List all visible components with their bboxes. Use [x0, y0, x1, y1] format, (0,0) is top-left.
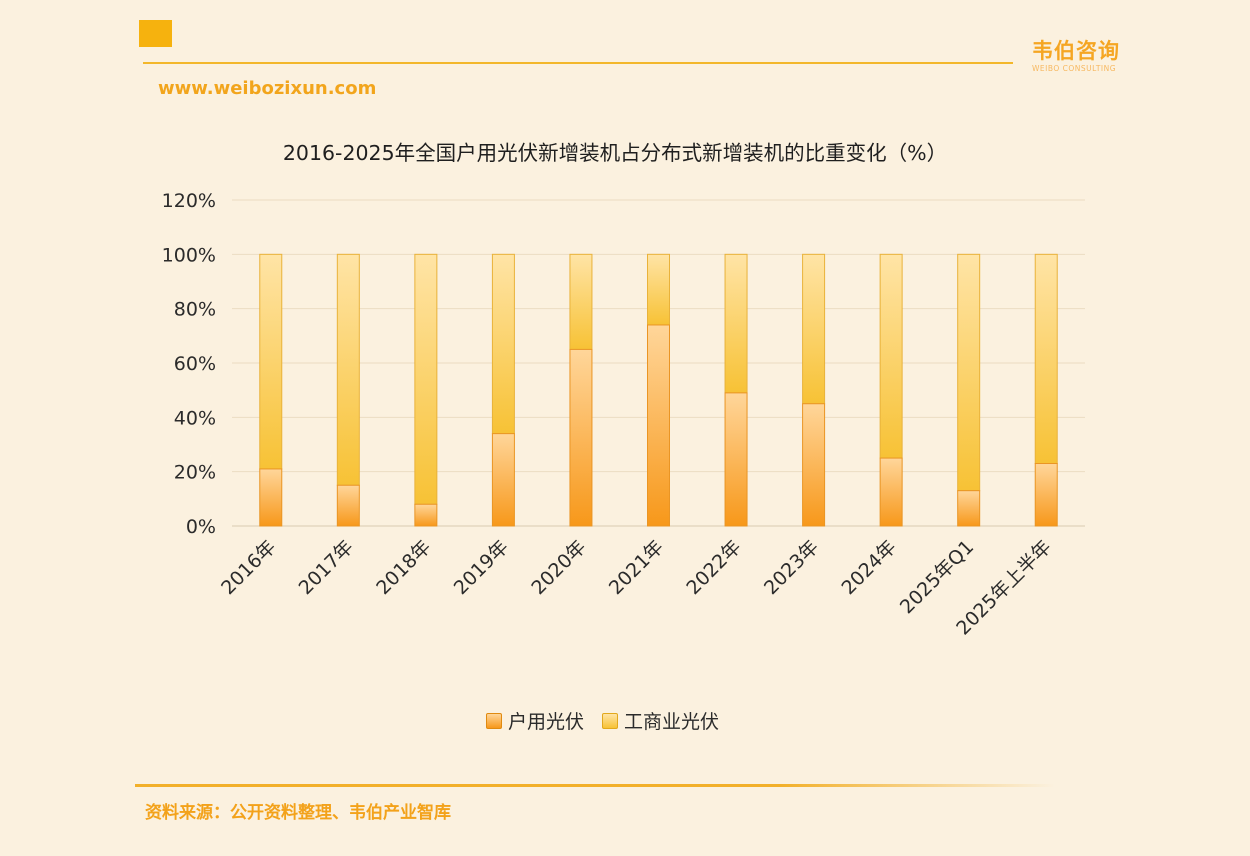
- brand-logo: 韦伯咨询 WEIBO CONSULTING: [1032, 38, 1142, 74]
- bar-commercial: [647, 253, 670, 326]
- bar-residential: [879, 457, 903, 527]
- legend-label-commercial: 工商业光伏: [624, 711, 720, 733]
- brand-name-en: WEIBO CONSULTING: [1032, 64, 1117, 73]
- bar-residential: [724, 392, 748, 527]
- x-tick-label: 2021年: [605, 536, 668, 599]
- bar-commercial: [1034, 253, 1058, 465]
- website-url: www.weibozixun.com: [158, 78, 377, 99]
- bar-residential: [491, 433, 515, 527]
- brand-corner-square: [139, 20, 172, 47]
- bar-commercial: [336, 253, 360, 486]
- bar-residential: [957, 490, 981, 527]
- x-tick-label: 2023年: [760, 536, 823, 599]
- bar-commercial: [879, 253, 903, 459]
- source-note: 资料来源：公开资料整理、韦伯产业智库: [145, 803, 451, 823]
- y-tick-label: 120%: [162, 190, 216, 212]
- bar-commercial: [802, 253, 826, 405]
- legend-label-residential: 户用光伏: [508, 711, 585, 733]
- x-tick-label: 2022年: [682, 536, 745, 599]
- bar-residential: [802, 403, 826, 527]
- bar-commercial: [569, 253, 593, 350]
- legend-item-commercial: 工商业光伏: [602, 707, 719, 734]
- bar-residential: [647, 324, 670, 527]
- legend-item-residential: 户用光伏: [486, 707, 584, 734]
- bar-residential: [336, 484, 360, 527]
- x-tick-label: 2019年: [450, 536, 513, 599]
- header-divider: [143, 62, 1013, 64]
- y-tick-label: 100%: [162, 244, 216, 266]
- bar-commercial: [724, 253, 748, 394]
- bar-commercial: [491, 253, 515, 435]
- legend-swatch-residential: [486, 712, 502, 729]
- y-tick-label: 20%: [174, 462, 216, 484]
- footer-divider: [135, 784, 1055, 787]
- x-tick-label: 2016年: [217, 536, 280, 599]
- legend-swatch-commercial: [602, 712, 619, 729]
- x-tick-label: 2018年: [372, 536, 435, 599]
- bar-commercial: [414, 253, 438, 505]
- x-tick-label: 2025年Q1: [896, 536, 978, 618]
- y-tick-label: 60%: [174, 353, 216, 375]
- bar-commercial: [259, 253, 283, 470]
- bar-commercial: [957, 253, 981, 492]
- x-tick-label: 2024年: [837, 536, 900, 599]
- x-tick-label: 2017年: [295, 536, 358, 599]
- bar-residential: [259, 468, 283, 527]
- y-tick-label: 40%: [174, 407, 216, 429]
- chart-title: 2016-2025年全国户用光伏新增装机占分布式新增装机的比重变化（%）: [283, 141, 947, 165]
- chart-legend: 户用光伏 工商业光伏: [486, 707, 719, 734]
- bar-residential: [1034, 463, 1058, 527]
- y-tick-label: 80%: [174, 299, 216, 321]
- y-tick-label: 0%: [186, 516, 216, 538]
- bar-residential: [414, 503, 438, 527]
- x-tick-label: 2020年: [527, 536, 590, 599]
- brand-name-cn: 韦伯咨询: [1032, 39, 1120, 63]
- bar-residential: [569, 348, 593, 527]
